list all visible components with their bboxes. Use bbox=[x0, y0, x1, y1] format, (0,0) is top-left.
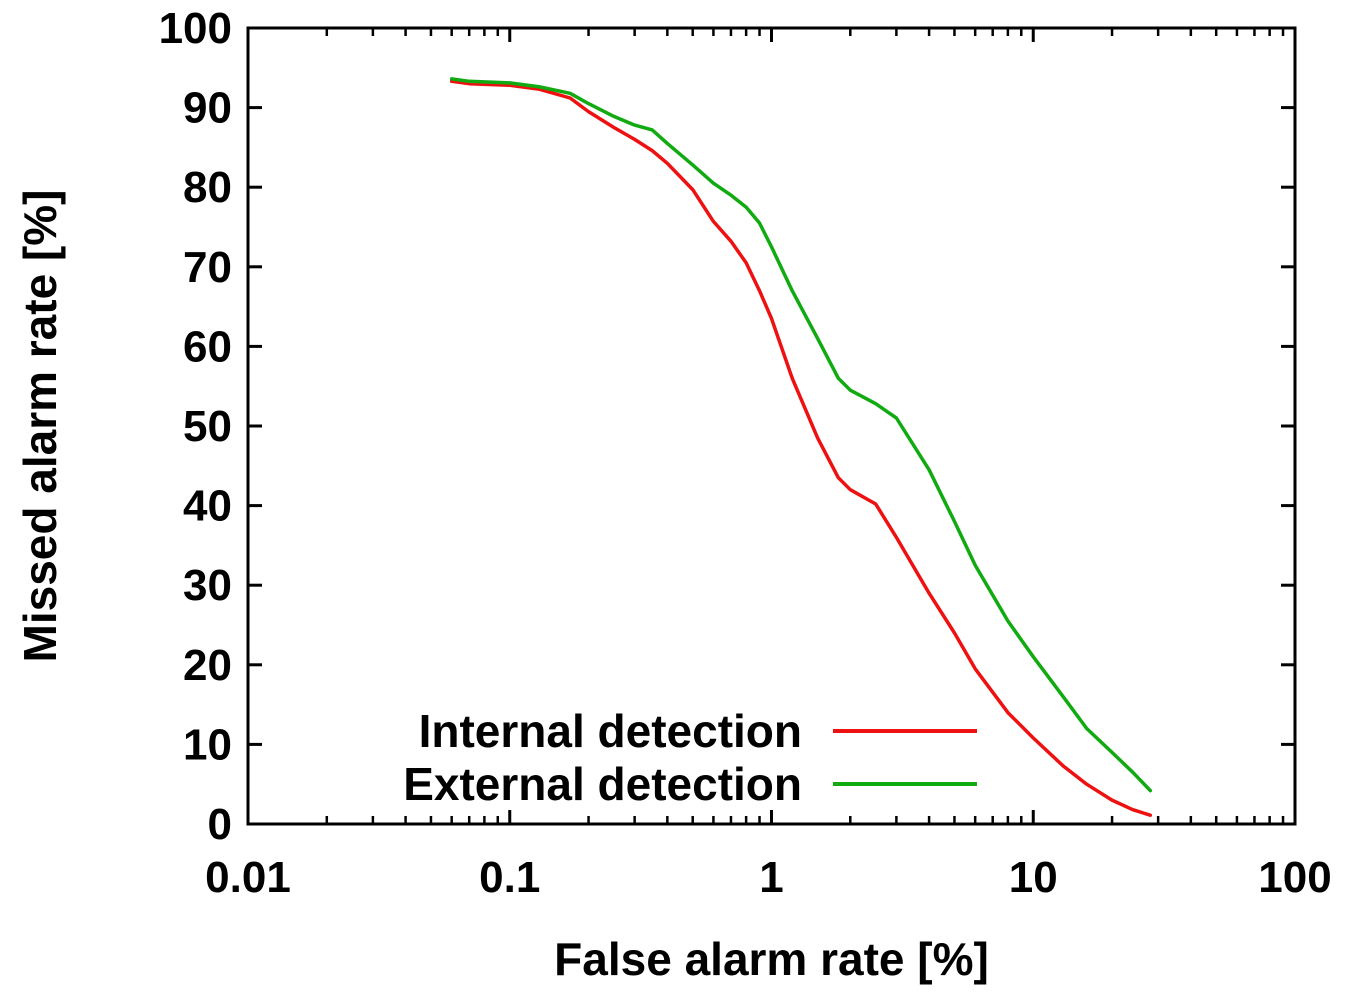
x-tick-label: 10 bbox=[1009, 853, 1058, 902]
x-axis-label: False alarm rate [%] bbox=[554, 933, 989, 985]
y-tick-label: 70 bbox=[183, 243, 232, 292]
x-tick-label: 0.1 bbox=[479, 853, 540, 902]
x-tick-labels: 0.01 0.1 1 10 100 bbox=[205, 853, 1332, 902]
y-axis-label: Missed alarm rate [%] bbox=[14, 190, 66, 663]
y-tick-label: 20 bbox=[183, 641, 232, 690]
series-lines bbox=[449, 77, 1153, 817]
series-line-2 bbox=[449, 77, 1153, 793]
y-tick-label: 40 bbox=[183, 482, 232, 531]
y-tick-label: 30 bbox=[183, 561, 232, 610]
y-tick-label: 10 bbox=[183, 720, 232, 769]
plot-frame bbox=[246, 26, 1297, 826]
y-tick-label: 50 bbox=[183, 402, 232, 451]
y-tick-labels: 0 10 20 30 40 50 60 70 80 90 100 bbox=[159, 4, 232, 849]
x-tick-label: 100 bbox=[1258, 853, 1331, 902]
x-tick-label: 0.01 bbox=[205, 853, 291, 902]
legend-label-2: External detection bbox=[403, 758, 802, 810]
y-tick-label: 0 bbox=[208, 800, 232, 849]
y-tick-label: 100 bbox=[159, 4, 232, 53]
y-tick-label: 90 bbox=[183, 84, 232, 133]
y-tick-label: 60 bbox=[183, 322, 232, 371]
legend-label-1: Internal detection bbox=[419, 705, 802, 757]
series-line-1 bbox=[449, 79, 1153, 817]
x-tick-label: 1 bbox=[759, 853, 783, 902]
y-tick-label: 80 bbox=[183, 163, 232, 212]
